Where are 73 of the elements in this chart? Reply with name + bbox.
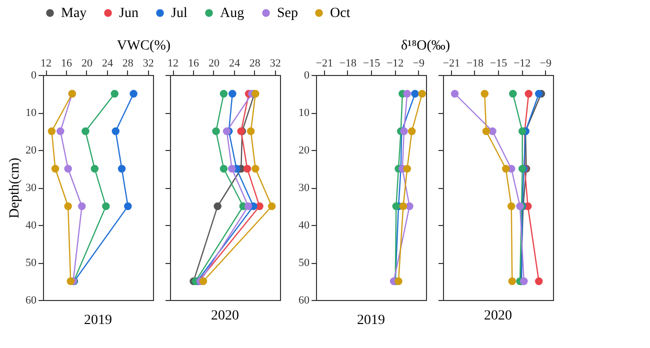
x-tick-label: 20 [208,58,220,70]
x-tick-label: −15 [362,58,381,70]
y-tick-label: 0 [31,70,37,82]
x-tick-label: 20 [81,58,93,70]
y-tick-label: 20 [298,144,310,156]
point [228,164,236,173]
x-tick-label: 16 [188,58,200,70]
y-tick-label: 60 [298,294,310,306]
legend-label: Jun [119,6,138,21]
x-tick-label: 24 [102,58,114,70]
text: 2019 [84,313,112,328]
point [518,127,526,136]
x-tick-label: −21 [442,58,460,70]
point [212,127,220,136]
y-tick-label: 50 [26,257,37,269]
legend-label: Aug [220,6,244,21]
x-tick-label: −15 [490,58,508,70]
x-tick-label: 24 [228,58,240,70]
y-axis-title: Depth(cm) [8,157,22,218]
point [220,164,228,173]
y-tick-label: 10 [298,107,310,119]
y-tick-label: 30 [298,182,310,194]
x-tick-label: 32 [142,58,154,70]
y-tick-label: 30 [26,182,37,194]
point [534,90,543,98]
point [252,164,260,173]
x-tick-label: −18 [339,58,358,70]
text: 2020 [211,308,239,324]
x-tick-label: 16 [61,58,73,70]
legend-label: Oct [330,6,350,21]
point [508,277,516,286]
x-tick-label: 32 [270,58,281,70]
y-tick-label: 10 [26,107,37,119]
text: 2020 [484,308,512,324]
y-tick-label: 40 [26,220,37,232]
point [214,202,222,210]
point [520,277,528,286]
point [509,90,517,98]
point [244,202,252,210]
y-tick-label: 60 [26,294,37,306]
legend-label: Sep [277,6,298,21]
point [524,90,533,98]
y-tick-label: 50 [298,257,310,269]
x-tick-label: −9 [412,58,425,70]
x-tick-label: 12 [40,58,52,70]
point [482,127,490,136]
y-tick-label: 20 [26,144,37,156]
x-tick-label: −12 [386,58,404,70]
x-tick-label: 12 [168,58,179,70]
x-tick-label: −9 [540,58,552,70]
point [228,90,236,98]
point [450,90,459,98]
y-tick-label: 0 [304,70,310,82]
point [534,277,543,286]
x-axis-title: VWC(%) [116,38,171,54]
x-tick-label: −21 [316,58,333,70]
point [507,202,516,210]
point [243,164,252,173]
text: 2019 [357,313,385,328]
point [480,90,489,98]
point [199,277,208,286]
point [268,202,276,210]
x-axis-title: δ¹⁸O(‰) [400,38,450,54]
point [246,127,255,136]
x-tick-label: −12 [513,58,531,70]
x-tick-label: 28 [122,58,134,70]
legend-label: May [61,6,87,21]
legend-label: Jul [171,6,188,21]
x-tick-label: −18 [466,58,484,70]
point [502,164,510,173]
x-tick-label: 28 [249,58,261,70]
point [220,90,228,98]
y-tick-label: 40 [298,220,310,232]
